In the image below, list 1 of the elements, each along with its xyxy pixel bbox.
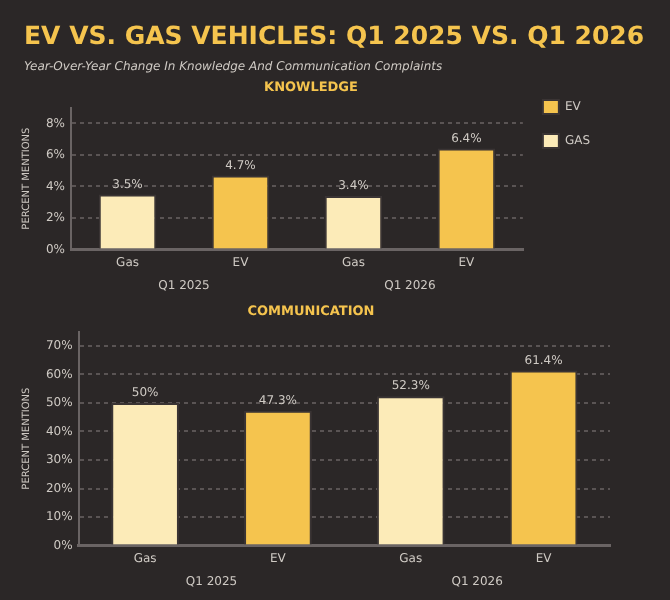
text: EV VS. GAS VEHICLES: Q1 2025 VS. Q1 2026 (24, 20, 647, 50)
